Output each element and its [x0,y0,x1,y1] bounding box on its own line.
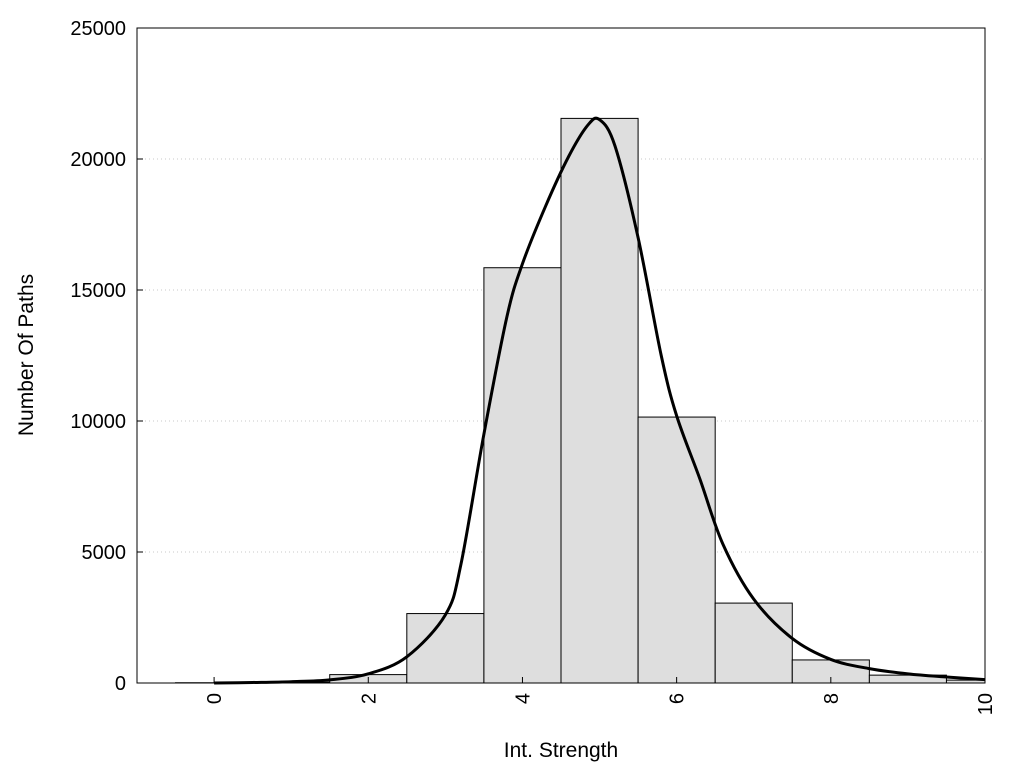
x-tick-label: 10 [975,693,997,715]
x-tick-label: 4 [512,693,534,704]
histogram-bar [714,602,793,684]
y-tick-label: 5000 [82,542,127,564]
x-tick-label: 6 [667,693,689,704]
x-tick-label: 2 [358,693,380,704]
y-tick-label: 15000 [70,280,126,302]
histogram-bars [175,117,986,684]
histogram-bar [483,267,562,684]
density-curve [214,116,986,685]
histogram-bar [637,416,716,684]
y-tick-label: 0 [115,673,126,695]
x-tick-label: 8 [821,693,843,704]
density-curve-layer [214,116,986,685]
axis-ticks [137,27,986,684]
tick-labels: 0 5000 10000 15000 20000 25000 0 2 4 6 8 10 [70,18,997,715]
y-tick-label: 25000 [70,18,126,40]
y-tick-label: 10000 [70,411,126,433]
histogram-bar [560,117,639,684]
x-tick-label: 0 [204,693,226,704]
x-axis-title: Int. Strength [504,739,618,762]
y-axis-title: Number Of Paths [15,274,38,436]
y-tick-label: 20000 [70,149,126,171]
plot-frame [136,27,986,684]
